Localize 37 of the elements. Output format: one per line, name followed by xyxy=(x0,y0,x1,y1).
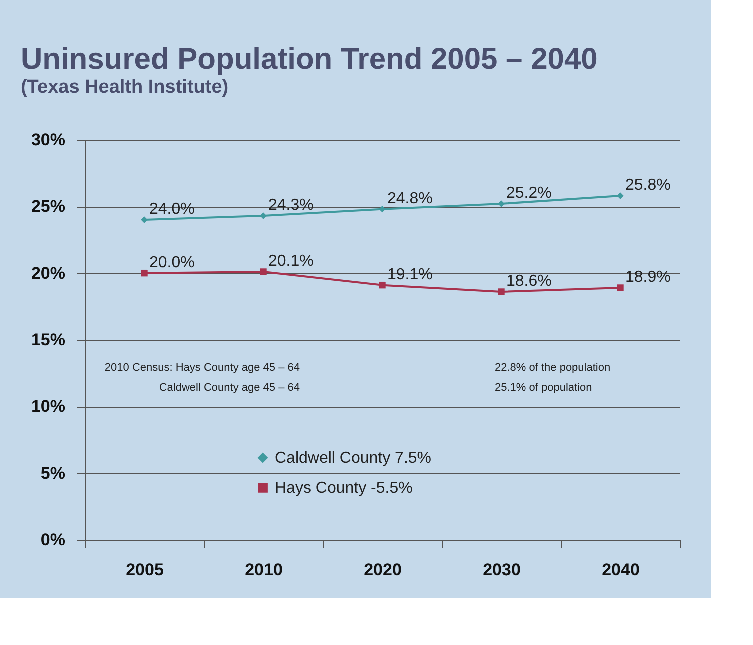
data-label: 25.8% xyxy=(626,177,671,194)
y-tick-label: 5% xyxy=(40,464,66,483)
point xyxy=(617,192,624,200)
legend-label: Caldwell County 7.5% xyxy=(275,450,432,467)
y-tick-label: 25% xyxy=(31,197,66,216)
point xyxy=(498,288,505,296)
y-tick-label: 30% xyxy=(31,130,66,150)
point xyxy=(141,216,148,224)
data-label: 24.8% xyxy=(388,190,433,208)
point xyxy=(379,282,386,289)
data-label: 25.2% xyxy=(506,185,552,202)
y-tick-label: 15% xyxy=(31,330,66,350)
point xyxy=(141,270,148,277)
data-label: 20.0% xyxy=(150,254,195,272)
annotation: 2010 Census: Hays County age 45 – 64 xyxy=(104,362,300,374)
data-label: 18.9% xyxy=(626,269,671,286)
chart-subtitle: (Texas Health Institute) xyxy=(20,77,229,98)
y-tick-label: 0% xyxy=(40,530,66,550)
x-tick-label: 2030 xyxy=(483,560,521,580)
data-label: 18.6% xyxy=(506,273,552,290)
data-label: 20.1% xyxy=(268,253,314,270)
x-tick-label: 2040 xyxy=(602,560,640,580)
chart-title: Uninsured Population Trend 2005 – 2040 xyxy=(20,43,598,76)
annotation: Caldwell County age 45 – 64 xyxy=(159,382,300,394)
point xyxy=(498,200,505,208)
point xyxy=(260,212,267,220)
x-tick-label: 2005 xyxy=(126,560,164,580)
point xyxy=(379,206,386,213)
x-tick-label: 2010 xyxy=(245,560,283,580)
point xyxy=(617,284,624,292)
point xyxy=(260,268,267,276)
annotation: 22.8% of the population xyxy=(495,362,611,374)
y-tick-label: 20% xyxy=(31,264,66,283)
legend-label: Hays County -5.5% xyxy=(275,480,413,497)
y-tick-label: 10% xyxy=(31,397,66,416)
x-tick-label: 2020 xyxy=(364,560,402,580)
annotation: 25.1% of population xyxy=(495,382,592,394)
